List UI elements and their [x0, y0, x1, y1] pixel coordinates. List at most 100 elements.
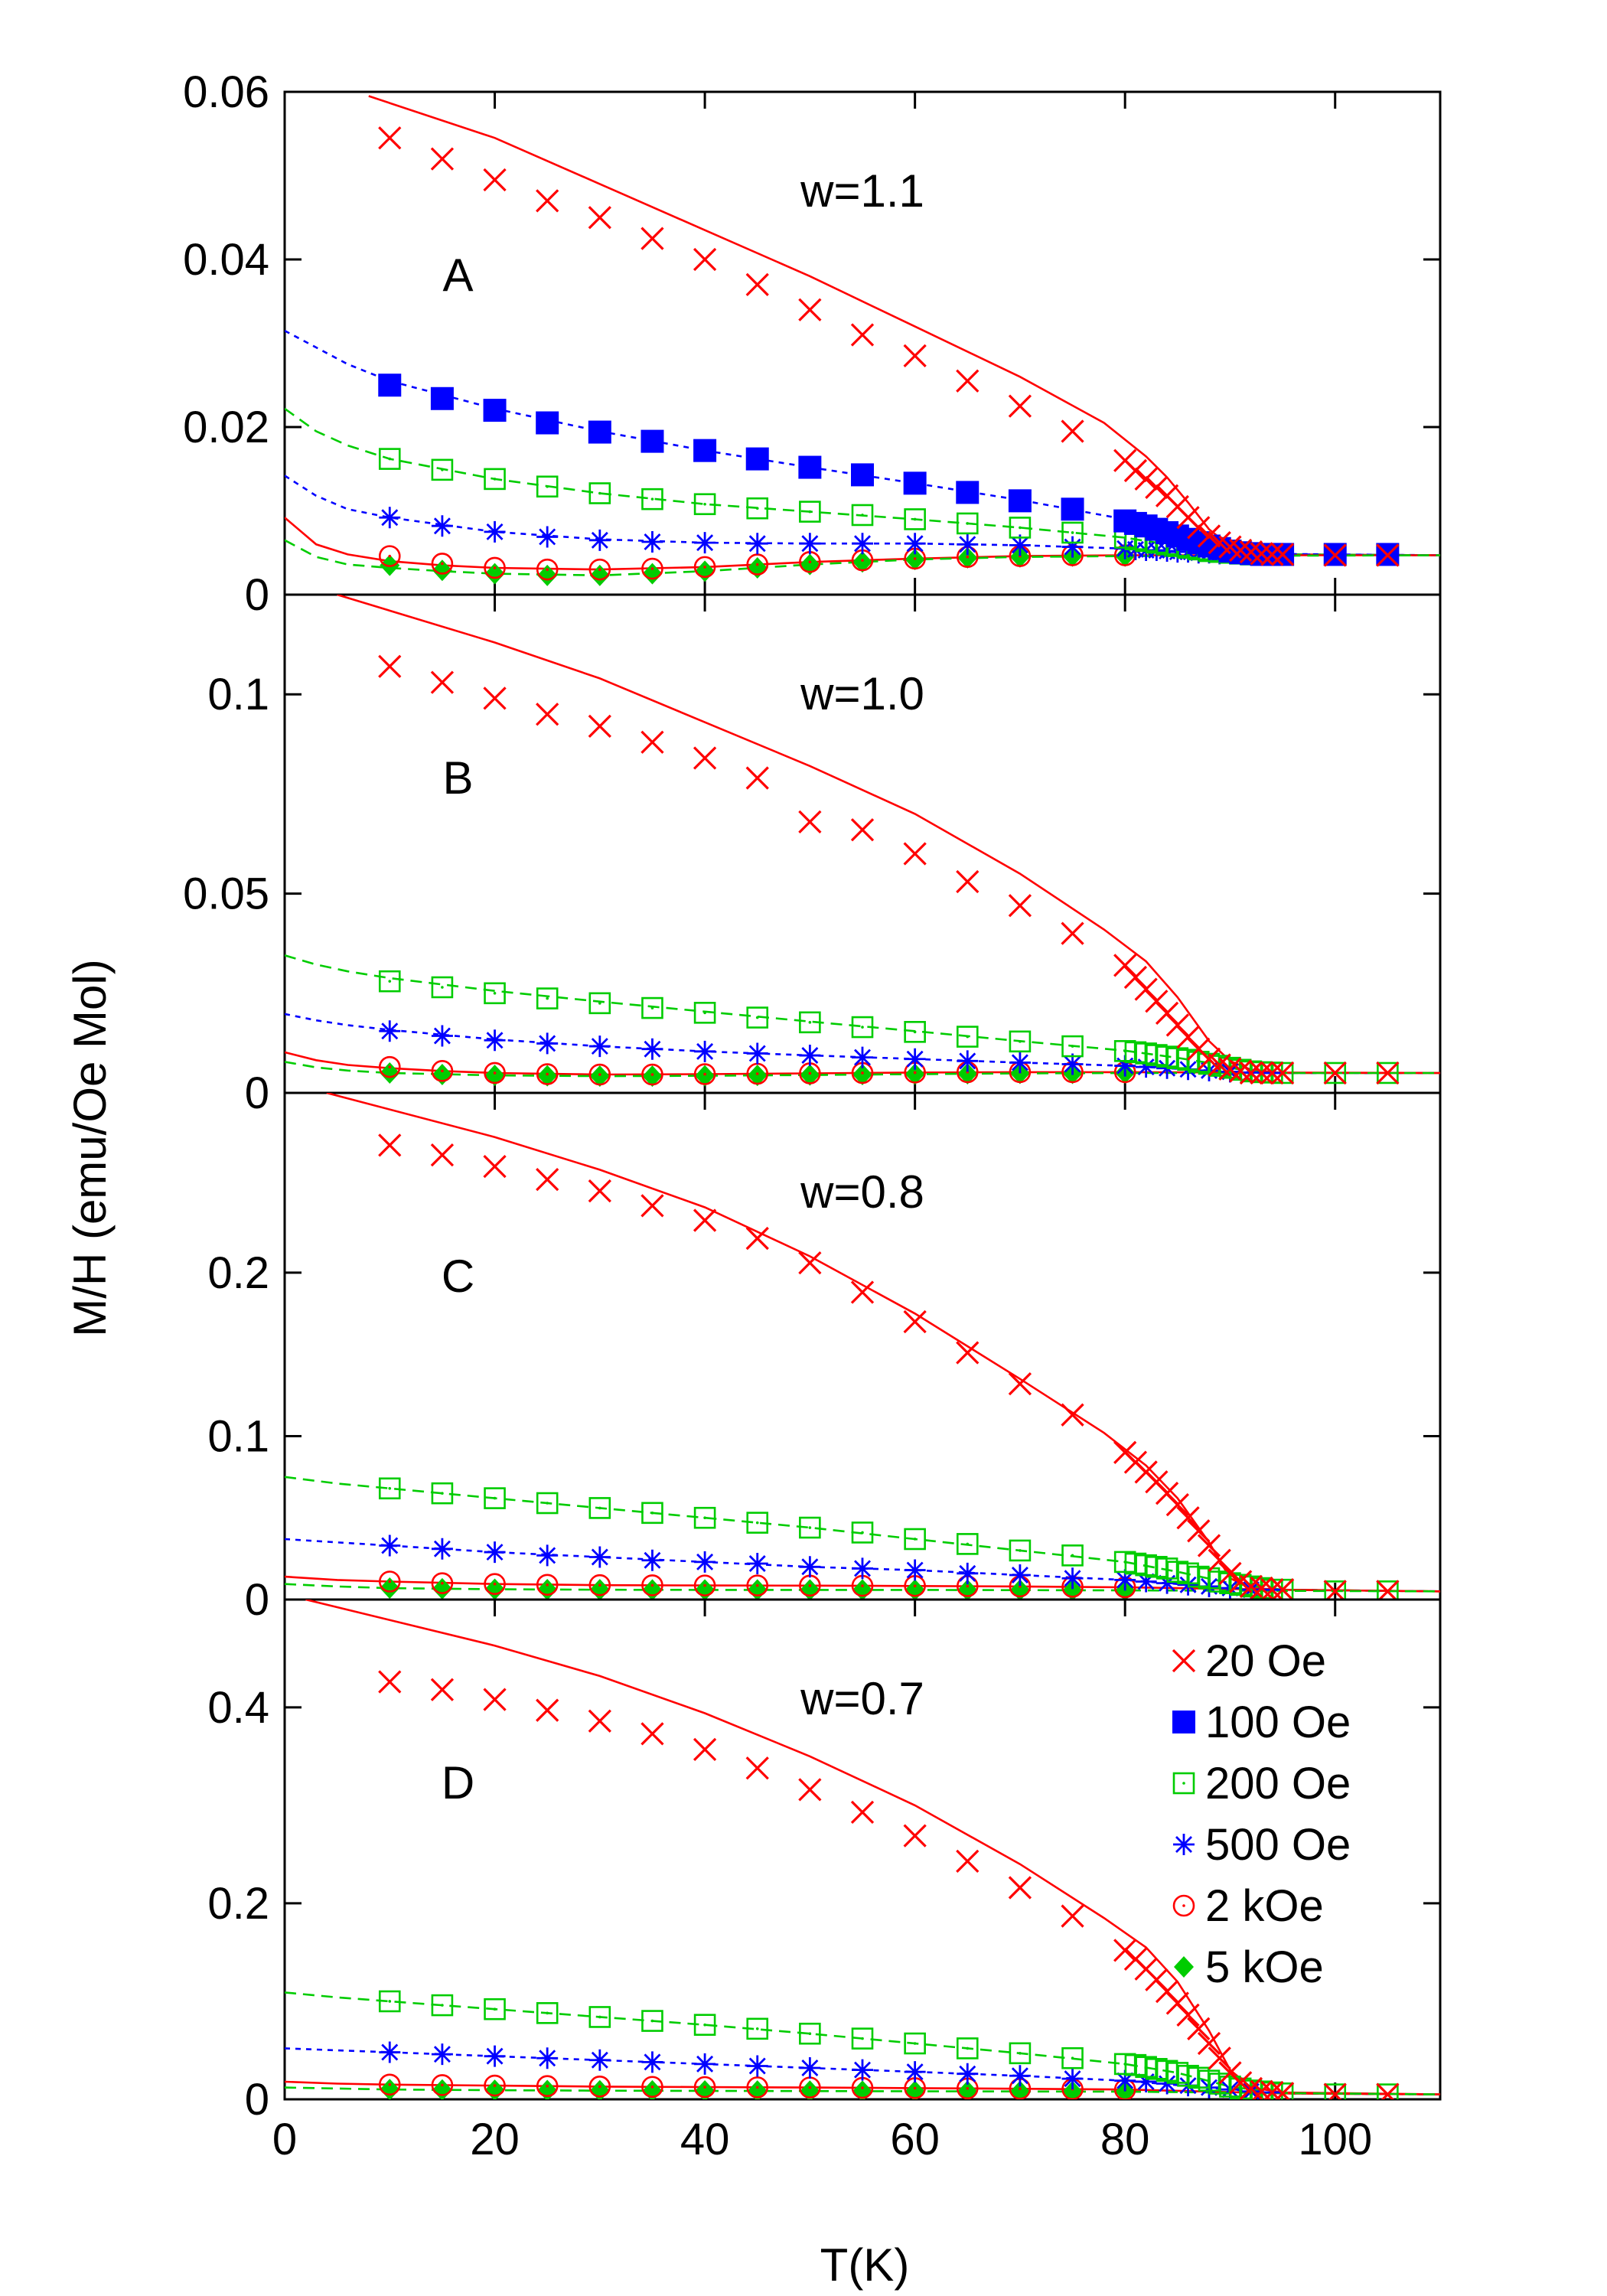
data-point-20-oe — [378, 1133, 402, 1157]
data-point-100-oe — [588, 420, 611, 444]
data-point-500-oe — [957, 1562, 979, 1584]
data-point-2-koe — [588, 558, 611, 581]
data-point-5-koe — [800, 2080, 820, 2099]
data-point-500-oe — [379, 507, 401, 529]
data-point-2-koe — [693, 1574, 716, 1596]
data-point-500-oe — [1009, 534, 1031, 556]
panels-layer: 0 0.02 0.04 0.06 w=1.1 A 0 0.05 0.1 w=1.0 B 0 0.1 0.2… — [183, 67, 1442, 2125]
data-point-200-oe — [746, 2017, 769, 2040]
data-point-500-oe — [536, 1544, 559, 1567]
data-point-200-oe — [956, 1533, 979, 1555]
data-point-5-koe — [642, 1065, 663, 1088]
data-point-100-oe — [1008, 489, 1032, 513]
data-point-500-oe — [1009, 2065, 1031, 2087]
legend-label: 20 Oe — [1205, 1636, 1326, 1686]
data-point-200-oe — [588, 992, 611, 1015]
data-point-200-oe — [431, 976, 454, 999]
data-point-20-oe — [536, 703, 559, 726]
data-point-20-oe — [536, 189, 559, 213]
x-tick-label: 60 — [890, 2115, 940, 2164]
data-point-2-koe — [746, 1574, 769, 1596]
data-point-20-oe — [1229, 1059, 1253, 1083]
data-point-500-oe — [1009, 1052, 1031, 1074]
data-point-2-koe — [746, 2076, 769, 2099]
data-point-2-koe — [378, 1570, 401, 1593]
legend-marker — [1172, 1711, 1195, 1733]
data-point-20-oe — [1250, 1061, 1273, 1085]
data-point-5-koe — [484, 1578, 505, 1600]
data-point-100-oe — [536, 411, 559, 435]
data-point-20-oe — [1260, 1578, 1284, 1600]
data-point-20-oe — [1229, 538, 1253, 563]
data-point-20-oe — [1260, 1061, 1284, 1085]
data-point-20-oe — [536, 1168, 559, 1192]
data-point-20-oe — [378, 654, 402, 678]
data-point-2-koe — [378, 545, 401, 567]
data-point-20-oe — [798, 810, 822, 833]
data-point-20-oe — [1176, 2003, 1200, 2027]
data-point-100-oe — [1061, 497, 1084, 521]
data-point-200-oe — [693, 1506, 716, 1529]
data-point-500-oe — [799, 533, 821, 555]
data-point-20-oe — [378, 126, 402, 150]
panel-data — [285, 1600, 1440, 2099]
data-point-5-koe — [537, 1065, 558, 1087]
data-point-5-koe — [380, 1577, 400, 1600]
legend-label: 5 kOe — [1205, 1942, 1324, 1992]
legend-label: 500 Oe — [1205, 1820, 1351, 1870]
data-point-500-oe — [484, 520, 506, 543]
data-point-500-oe — [431, 1538, 453, 1560]
data-point-500-oe — [1135, 1570, 1157, 1593]
x-tick-label: 80 — [1100, 2115, 1150, 2164]
data-point-2-koe — [431, 2074, 454, 2096]
data-point-200-oe — [1009, 2042, 1032, 2065]
data-point-20-oe — [903, 344, 927, 368]
data-point-20-oe — [1270, 1061, 1295, 1085]
data-point-5-koe — [432, 1577, 452, 1600]
data-point-200-oe — [588, 2006, 611, 2028]
data-point-200-oe — [1009, 1030, 1032, 1053]
data-point-20-oe — [641, 227, 664, 250]
data-point-20-oe — [1218, 1561, 1242, 1585]
data-point-20-oe — [1134, 467, 1158, 491]
data-point-20-oe — [1187, 1519, 1211, 1543]
data-point-20-oe — [1187, 516, 1211, 540]
data-point-500-oe — [641, 531, 663, 553]
data-point-5-koe — [852, 1064, 872, 1086]
data-point-20-oe — [1208, 2047, 1231, 2070]
legend-marker — [1174, 1956, 1194, 1978]
data-point-200-oe — [693, 493, 716, 516]
data-point-200-oe — [484, 1998, 506, 2020]
data-point-20-oe — [745, 1756, 769, 1780]
data-point-100-oe — [745, 447, 769, 471]
data-point-20-oe — [1176, 1506, 1200, 1530]
data-point-500-oe — [431, 1025, 453, 1047]
data-point-20-oe — [903, 842, 927, 866]
data-point-200-oe — [956, 1026, 979, 1048]
data-point-500-oe — [1009, 1564, 1031, 1586]
data-point-5-koe — [537, 564, 558, 586]
data-point-500-oe — [799, 1556, 821, 1578]
data-point-20-oe — [1229, 2071, 1253, 2095]
data-point-2-koe — [536, 1574, 559, 1596]
x-axis-title: T(K) — [820, 2239, 910, 2291]
y-tick-label: 0.1 — [207, 670, 269, 719]
data-point-20-oe — [693, 1208, 717, 1232]
data-point-20-oe — [1270, 543, 1295, 566]
data-point-200-oe — [904, 2032, 926, 2055]
data-point-500-oe — [694, 532, 716, 554]
data-point-100-oe — [903, 471, 927, 495]
data-point-20-oe — [1008, 1876, 1032, 1900]
data-point-2-koe — [378, 1055, 401, 1078]
data-point-100-oe — [483, 399, 507, 422]
data-point-500-oe — [694, 2053, 716, 2075]
legend-entry: 500 Oe — [1173, 1820, 1351, 1870]
y-tick-label: 0 — [245, 1068, 269, 1118]
data-point-20-oe — [693, 746, 717, 770]
data-point-20-oe — [1376, 1061, 1400, 1085]
data-point-500-oe — [641, 2051, 663, 2073]
panel-B: 0 0.05 0.1 w=1.0 B — [183, 593, 1442, 1118]
legend-label: 100 Oe — [1205, 1698, 1351, 1747]
data-point-200-oe — [746, 497, 769, 520]
data-point-20-oe — [745, 272, 769, 296]
